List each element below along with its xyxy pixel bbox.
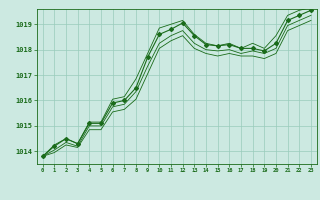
Text: Graphe pression niveau de la mer (hPa): Graphe pression niveau de la mer (hPa) bbox=[72, 185, 248, 194]
